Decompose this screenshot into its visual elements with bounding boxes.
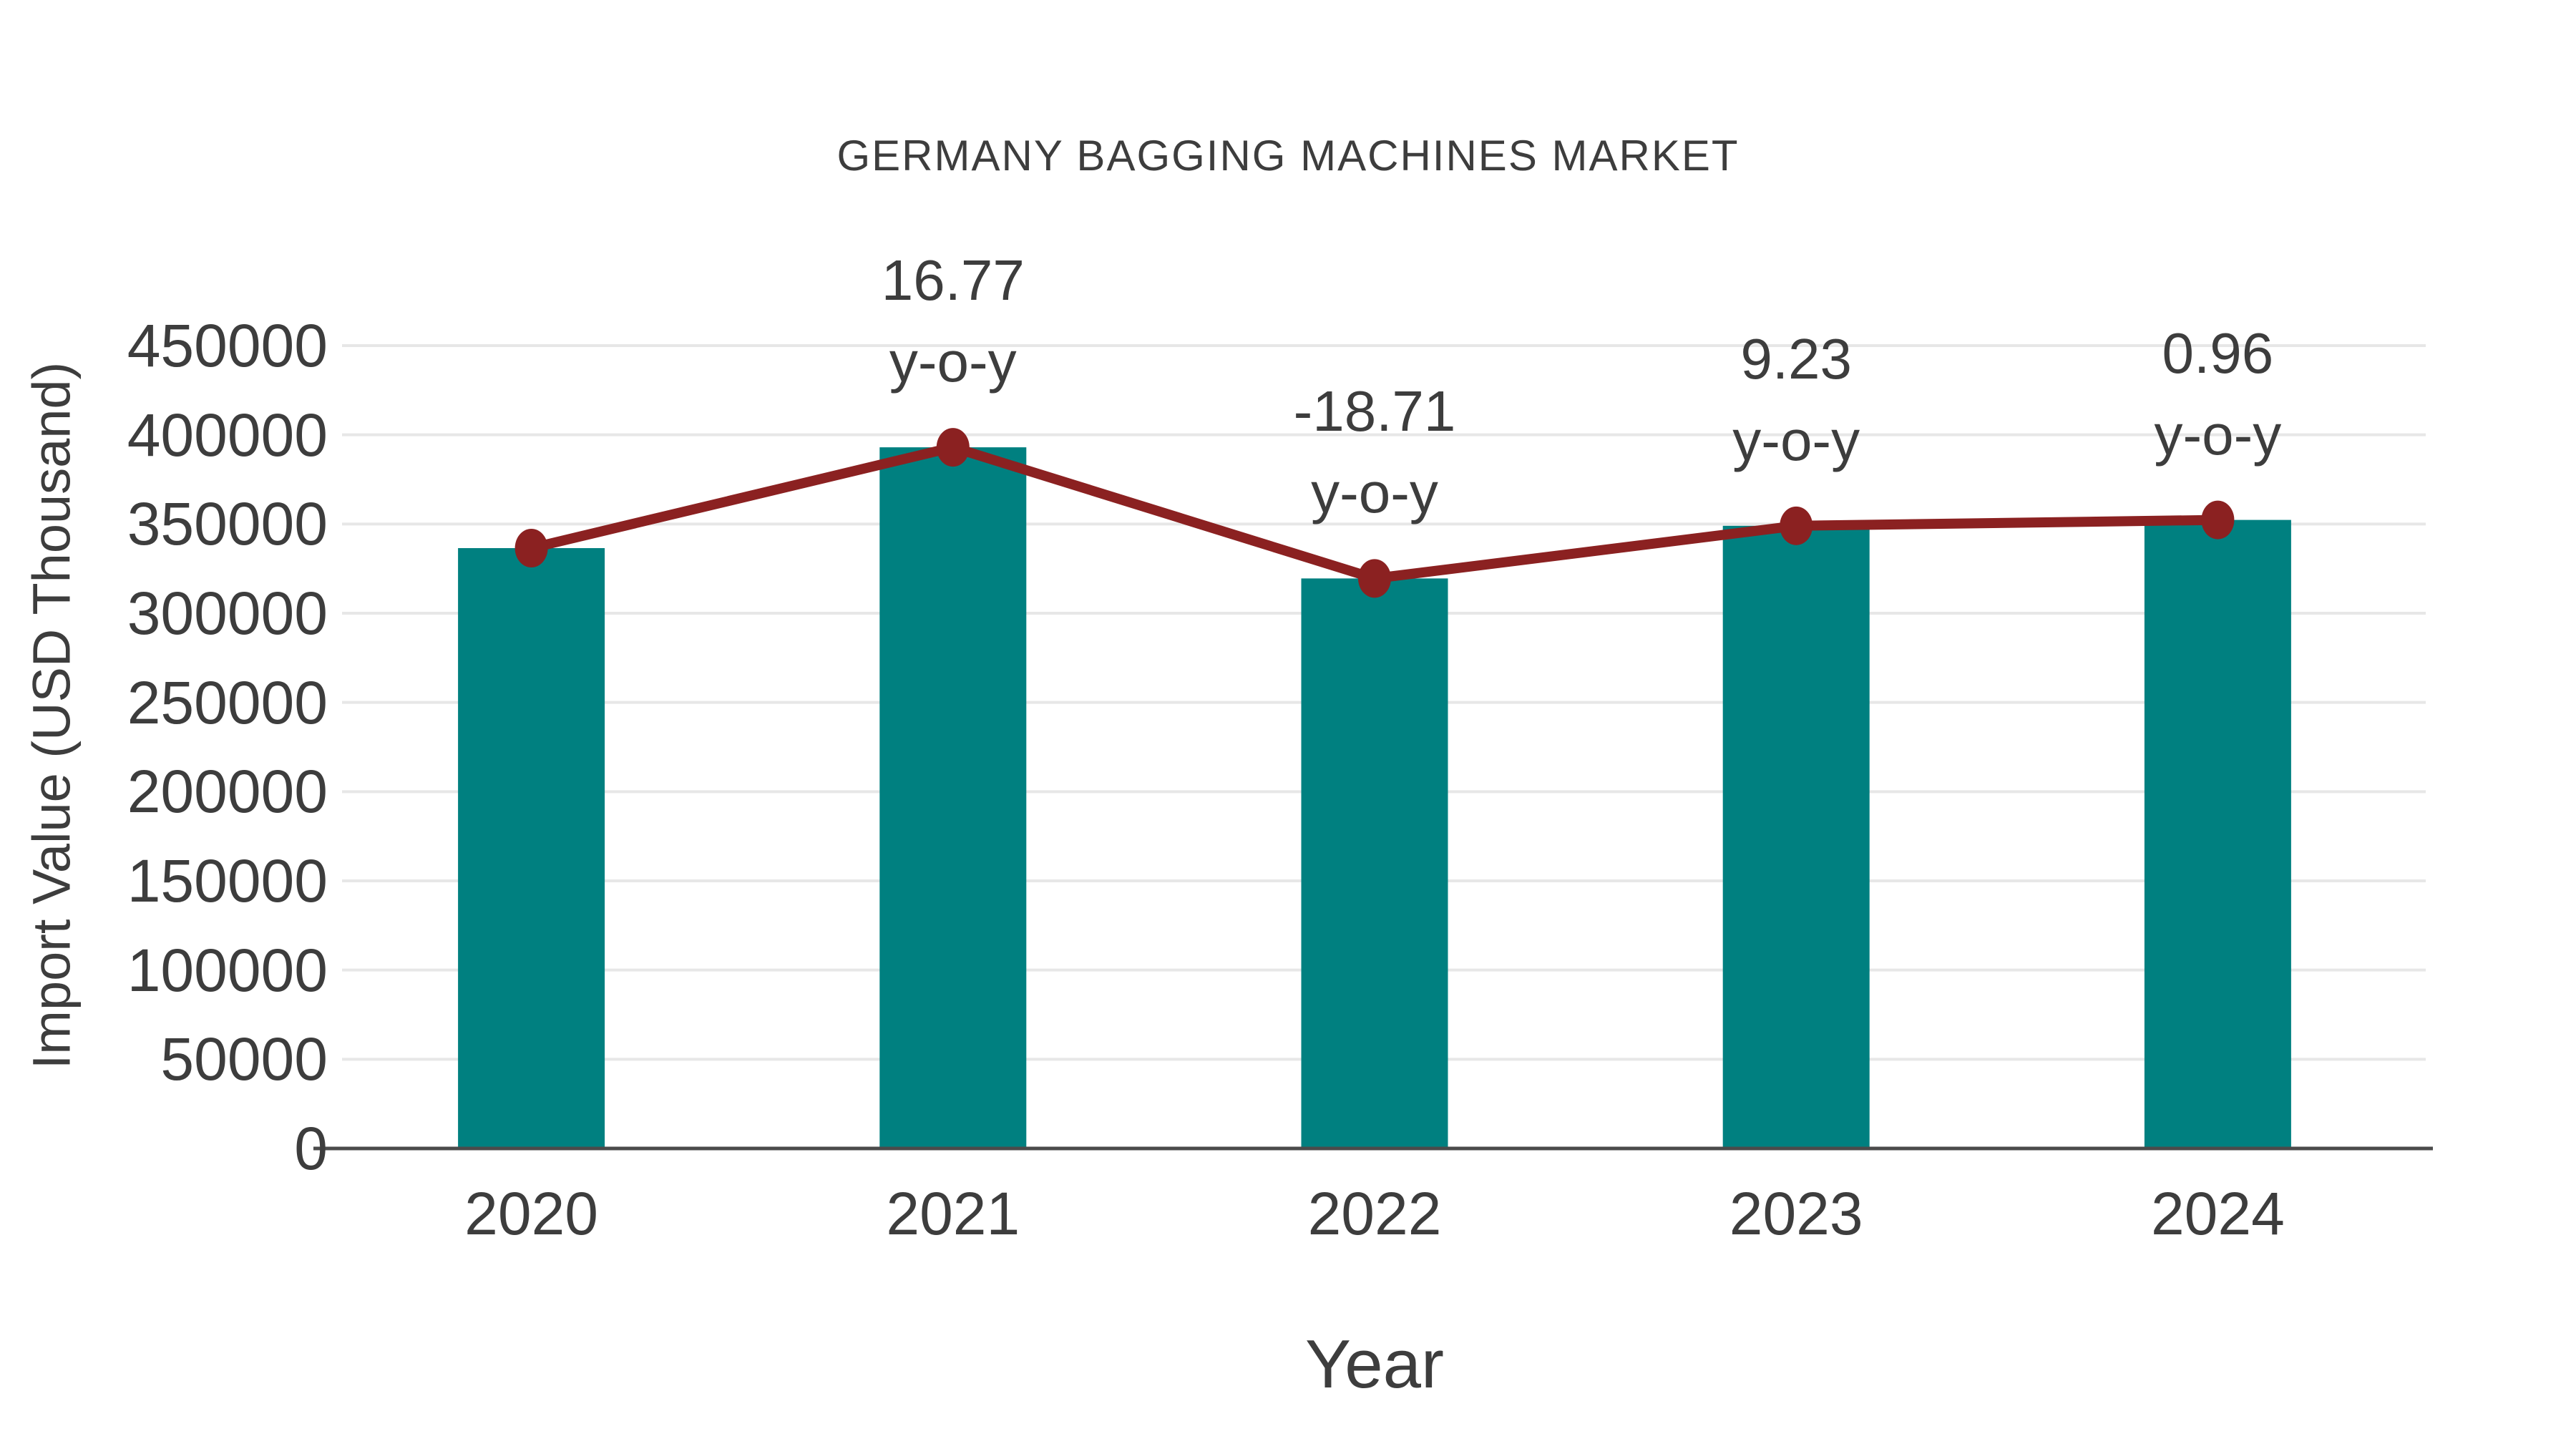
bar-2023 bbox=[1722, 525, 1870, 1148]
line-marker-2024 bbox=[2201, 500, 2235, 540]
y-tick-label-250000: 250000 bbox=[127, 668, 328, 736]
y-tick-label-50000: 50000 bbox=[160, 1025, 328, 1093]
bar-2024 bbox=[2144, 519, 2291, 1148]
y-tick-label-100000: 100000 bbox=[127, 936, 328, 1004]
bar-2020 bbox=[458, 547, 605, 1148]
line-marker-2020 bbox=[514, 528, 548, 567]
line-marker-2022 bbox=[1358, 559, 1391, 598]
yoy-annotation-line: -18.71 bbox=[1293, 379, 1456, 444]
yoy-annotation-2024: 0.96 y-o-y bbox=[2155, 313, 2282, 476]
y-tick-label-0: 0 bbox=[294, 1115, 328, 1182]
yoy-annotation-line: y-o-y bbox=[1311, 461, 1438, 525]
x-tick-label-2020: 2020 bbox=[464, 1180, 599, 1247]
line-marker-2023 bbox=[1780, 506, 1813, 545]
bar-2022 bbox=[1301, 578, 1448, 1148]
y-tick-label-350000: 350000 bbox=[127, 490, 328, 558]
yoy-annotation-2022: -18.71 y-o-y bbox=[1294, 371, 1456, 534]
yoy-annotation-line: 9.23 bbox=[1740, 326, 1853, 391]
x-axis-title: Year bbox=[1305, 1326, 1444, 1402]
y-tick-label-400000: 400000 bbox=[127, 401, 328, 469]
yoy-annotation-line: y-o-y bbox=[1732, 408, 1860, 472]
x-tick-label-2021: 2021 bbox=[886, 1180, 1020, 1247]
yoy-annotation-2023: 9.23 y-o-y bbox=[1732, 318, 1860, 482]
yoy-annotation-2021: 16.77 y-o-y bbox=[882, 240, 1025, 403]
yoy-annotation-line: 16.77 bbox=[881, 248, 1025, 313]
y-tick-label-300000: 300000 bbox=[127, 580, 328, 647]
line-marker-2021 bbox=[936, 428, 970, 467]
x-tick-label-2022: 2022 bbox=[1307, 1180, 1442, 1247]
y-tick-label-450000: 450000 bbox=[127, 312, 328, 379]
bar-2021 bbox=[879, 447, 1027, 1148]
yoy-annotation-line: y-o-y bbox=[889, 330, 1017, 394]
x-tick-label-2024: 2024 bbox=[2150, 1180, 2285, 1247]
y-tick-label-200000: 200000 bbox=[127, 758, 328, 826]
yoy-annotation-line: 0.96 bbox=[2162, 321, 2274, 385]
yoy-annotation-line: y-o-y bbox=[2154, 402, 2282, 467]
chart-title: GERMANY BAGGING MACHINES MARKET bbox=[836, 132, 1740, 180]
y-tick-label-150000: 150000 bbox=[127, 847, 328, 914]
x-tick-label-2023: 2023 bbox=[1729, 1180, 1863, 1247]
